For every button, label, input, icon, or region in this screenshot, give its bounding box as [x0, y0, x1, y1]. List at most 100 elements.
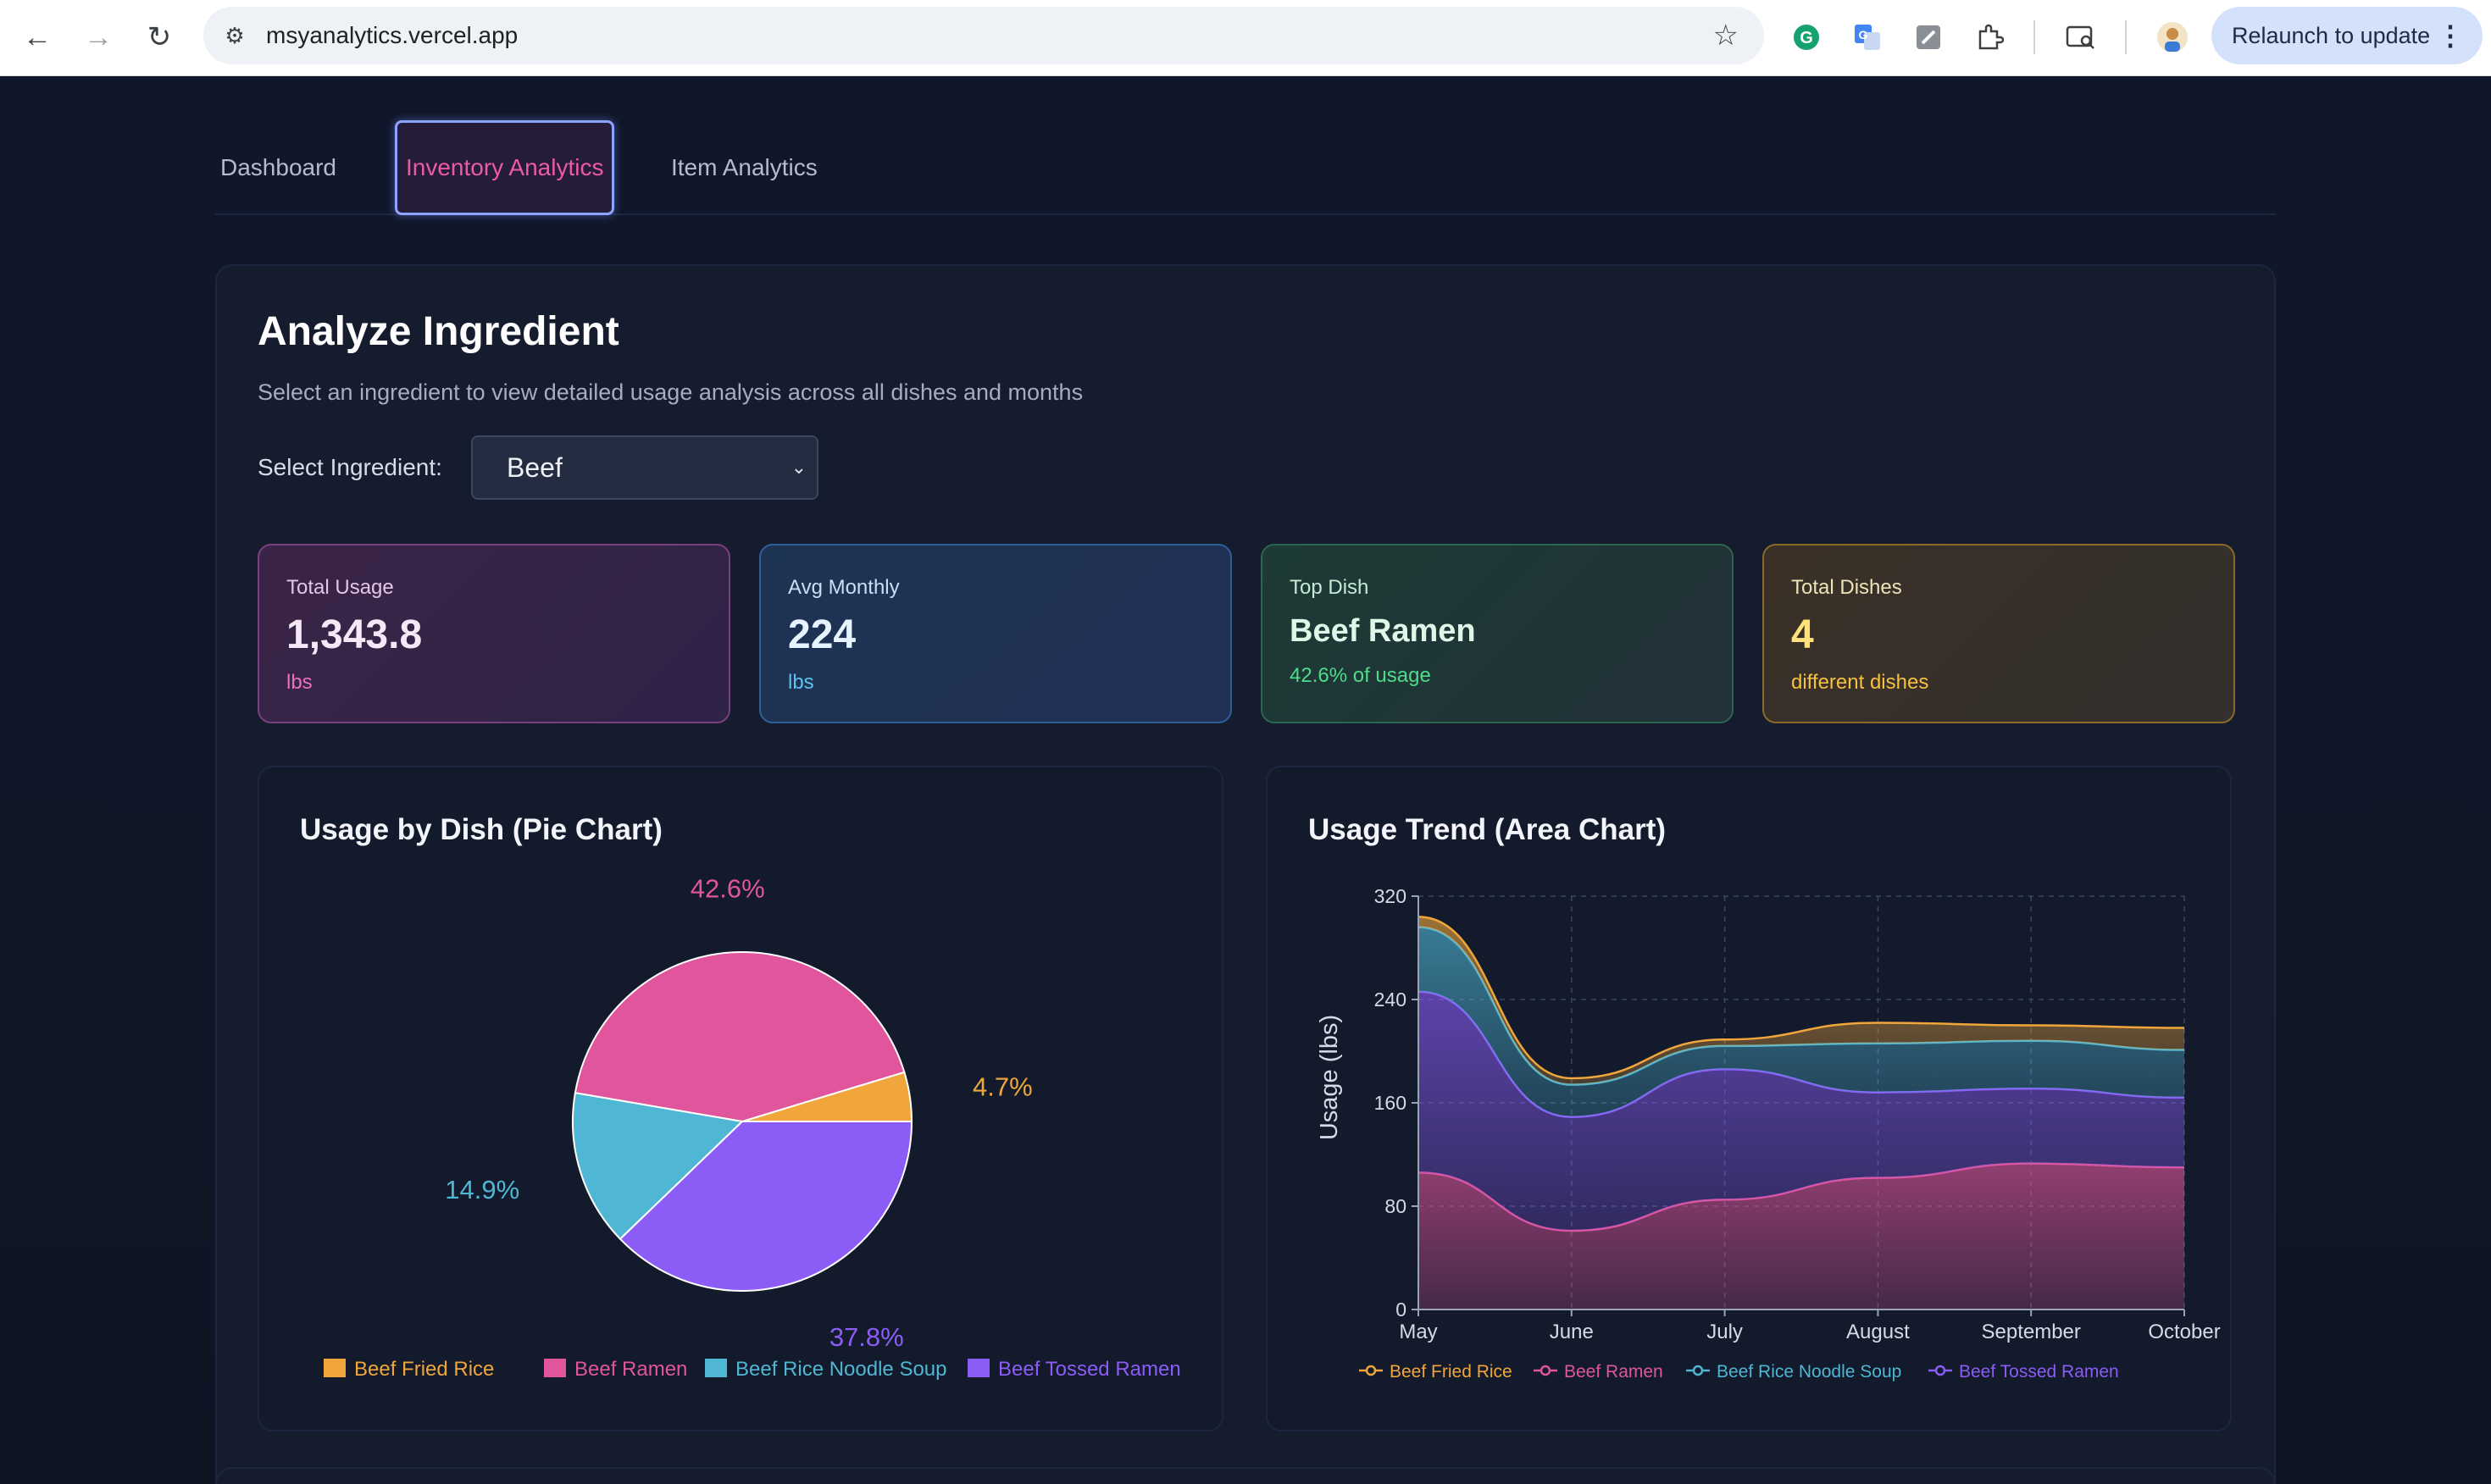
stat-label: Total Dishes — [1791, 576, 1902, 599]
stat-label: Total Usage — [286, 576, 394, 599]
total-dishes-card: Total Dishes 4 different dishes — [1762, 544, 2235, 723]
pie-slice-beef-rice-noodle-soup[interactable] — [572, 1092, 745, 1241]
legend-label: Beef Tossed Ramen — [1959, 1362, 2119, 1382]
translate-icon[interactable]: G — [1845, 15, 1889, 59]
legend-swatch — [705, 1359, 727, 1377]
area-legend-item-beef-rice-noodle-soup[interactable]: Beef Rice Noodle Soup — [1686, 1362, 1901, 1382]
x-tick-label: October — [2148, 1321, 2220, 1343]
legend-marker — [1365, 1365, 1377, 1376]
tab-dashboard[interactable]: Dashboard — [220, 154, 336, 180]
legend-label: Beef Fried Rice — [1390, 1362, 1512, 1382]
browser-toolbar: ← → ↻ ⚙ msyanalytics.vercel.app ☆ G G Re… — [0, 0, 2491, 76]
stat-unit: 42.6% of usage — [1290, 664, 1431, 687]
url-text[interactable]: msyanalytics.vercel.app — [266, 22, 519, 48]
page-subtitle: Select an ingredient to view detailed us… — [258, 379, 1084, 405]
toolbar-divider — [2033, 20, 2035, 54]
pie-chart-card: Usage by Dish (Pie Chart) 4.7% 42.6% 14.9%… — [258, 766, 1223, 1431]
pie-legend-item-beef-ramen[interactable]: Beef Ramen — [544, 1358, 687, 1381]
legend-swatch — [544, 1359, 566, 1377]
stat-label: Avg Monthly — [788, 576, 900, 599]
tab-bar: Dashboard Inventory Analytics Item Analy… — [215, 120, 2276, 215]
tab-item-analytics[interactable]: Item Analytics — [671, 154, 818, 180]
legend-label: Beef Rice Noodle Soup — [1717, 1362, 1901, 1382]
area-series-beef-ramen[interactable] — [1418, 1163, 2184, 1310]
legend-label: Beef Ramen — [574, 1358, 687, 1381]
ingredient-select[interactable]: Beef ⌄ — [471, 435, 818, 500]
stat-unit: different dishes — [1791, 671, 1929, 694]
x-tick-label: July — [1706, 1321, 1743, 1343]
analyze-ingredient-panel: Analyze Ingredient Select an ingredient … — [215, 264, 2276, 1484]
relaunch-label: Relaunch to update — [2232, 23, 2431, 48]
legend-marker — [1692, 1365, 1704, 1376]
x-tick-label: May — [1399, 1321, 1437, 1343]
y-tick-label: 0 — [1395, 1298, 1406, 1321]
site-settings-icon[interactable]: ⚙ — [225, 22, 245, 48]
next-section-panel — [215, 1467, 2276, 1484]
avg-monthly-card: Avg Monthly 224 lbs — [759, 544, 1232, 723]
stat-unit: lbs — [788, 671, 814, 694]
area-legend-item-beef-ramen[interactable]: Beef Ramen — [1534, 1362, 1663, 1382]
area-series-beef-rice-noodle-soup[interactable] — [1418, 927, 2184, 1117]
forward-arrow-icon[interactable]: → — [84, 20, 113, 53]
stat-label: Top Dish — [1290, 576, 1369, 599]
area-line-beef-fried-rice — [1417, 916, 2185, 1080]
page-title: Analyze Ingredient — [258, 309, 619, 354]
svg-text:G: G — [1859, 28, 1868, 42]
legend-label: Beef Rice Noodle Soup — [735, 1358, 947, 1381]
pie-legend-item-beef-rice-noodle-soup[interactable]: Beef Rice Noodle Soup — [705, 1358, 947, 1381]
total-usage-card: Total Usage 1,343.8 lbs — [258, 544, 730, 723]
reload-icon[interactable]: ↻ — [147, 21, 172, 53]
ingredient-select-value: Beef — [507, 452, 563, 483]
x-tick-label: June — [1550, 1321, 1594, 1343]
area-legend-item-beef-fried-rice[interactable]: Beef Fried Rice — [1359, 1362, 1512, 1382]
area-chart: 0 80 160 240 320 May June July August September Oc… — [1316, 885, 2221, 1382]
extensions-puzzle-icon[interactable] — [1967, 15, 2011, 59]
y-tick-label: 240 — [1374, 988, 1406, 1011]
pie-legend-item-beef-tossed-ramen[interactable]: Beef Tossed Ramen — [968, 1358, 1181, 1381]
pie-label-beef-tossed-ramen: 37.8% — [829, 1322, 904, 1352]
x-tick-label: September — [1981, 1321, 2080, 1343]
stat-value: 4 — [1791, 612, 1814, 657]
y-tick-label: 160 — [1374, 1092, 1406, 1114]
back-arrow-icon[interactable]: ← — [23, 20, 52, 53]
y-axis-label: Usage (lbs) — [1316, 1015, 1343, 1140]
pie-chart: 4.7% 42.6% 14.9% 37.8% Beef Fried Rice Beef R… — [324, 874, 1181, 1381]
area-chart-card: Usage Trend (Area Chart) 0 80 160 240 320 May… — [1266, 766, 2232, 1431]
pie-label-beef-fried-rice: 4.7% — [973, 1072, 1033, 1102]
legend-label: Beef Fried Rice — [354, 1358, 494, 1381]
area-chart-title: Usage Trend (Area Chart) — [1308, 813, 1667, 846]
stat-unit: lbs — [286, 671, 313, 694]
pie-label-beef-ramen: 42.6% — [691, 874, 765, 904]
address-bar[interactable]: ⚙ msyanalytics.vercel.app ☆ — [203, 7, 1764, 64]
area-legend-item-beef-tossed-ramen[interactable]: Beef Tossed Ramen — [1928, 1362, 2119, 1382]
app-page: Dashboard Inventory Analytics Item Analy… — [0, 76, 2491, 1484]
area-series-beef-tossed-ramen[interactable] — [1418, 991, 2184, 1231]
ingredient-select-label: Select Ingredient: — [258, 454, 442, 480]
legend-label: Beef Ramen — [1564, 1362, 1663, 1382]
pie-legend-item-beef-fried-rice[interactable]: Beef Fried Rice — [324, 1358, 494, 1381]
profile-avatar[interactable] — [2150, 15, 2194, 59]
bookmark-star-icon[interactable]: ☆ — [1712, 19, 1739, 52]
stat-value: 1,343.8 — [286, 612, 423, 657]
pie-slice-beef-ramen[interactable] — [574, 951, 906, 1123]
more-menu-icon[interactable]: ⋮ — [2437, 20, 2464, 51]
zotero-icon[interactable] — [1906, 15, 1950, 59]
tab-inventory-analytics[interactable]: Inventory Analytics — [395, 120, 615, 215]
grammarly-icon[interactable]: G — [1784, 15, 1828, 59]
pie-slice-beef-tossed-ramen[interactable] — [619, 1121, 913, 1292]
legend-marker — [1934, 1365, 1946, 1376]
top-dish-card: Top Dish Beef Ramen 42.6% of usage — [1261, 544, 1734, 723]
y-tick-label: 320 — [1374, 885, 1406, 907]
pie-label-beef-rice-noodle-soup: 14.9% — [445, 1175, 519, 1204]
legend-swatch — [968, 1359, 990, 1377]
tab-search-icon[interactable] — [2059, 15, 2103, 59]
x-tick-label: August — [1846, 1321, 1910, 1343]
stat-value: 224 — [788, 612, 857, 657]
y-tick-label: 80 — [1384, 1195, 1406, 1217]
svg-text:G: G — [1800, 29, 1813, 47]
stat-value: Beef Ramen — [1290, 613, 1476, 649]
legend-marker — [1540, 1365, 1551, 1376]
legend-swatch — [324, 1359, 346, 1377]
relaunch-button[interactable]: Relaunch to update ⋮ — [2211, 7, 2483, 64]
pie-chart-title: Usage by Dish (Pie Chart) — [300, 813, 663, 846]
